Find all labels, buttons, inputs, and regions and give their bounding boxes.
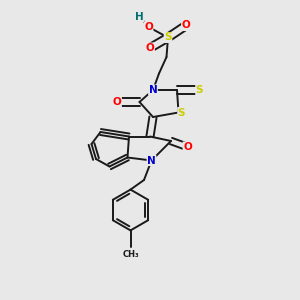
Text: CH₃: CH₃: [122, 250, 139, 259]
Text: H: H: [135, 11, 144, 22]
Text: N: N: [147, 155, 156, 166]
Text: N: N: [148, 85, 158, 95]
Text: O: O: [144, 22, 153, 32]
Text: O: O: [146, 43, 154, 53]
Text: S: S: [178, 107, 185, 118]
Text: O: O: [183, 142, 192, 152]
Text: O: O: [112, 97, 122, 107]
Text: S: S: [196, 85, 203, 95]
Text: O: O: [182, 20, 190, 31]
Text: S: S: [164, 32, 172, 43]
